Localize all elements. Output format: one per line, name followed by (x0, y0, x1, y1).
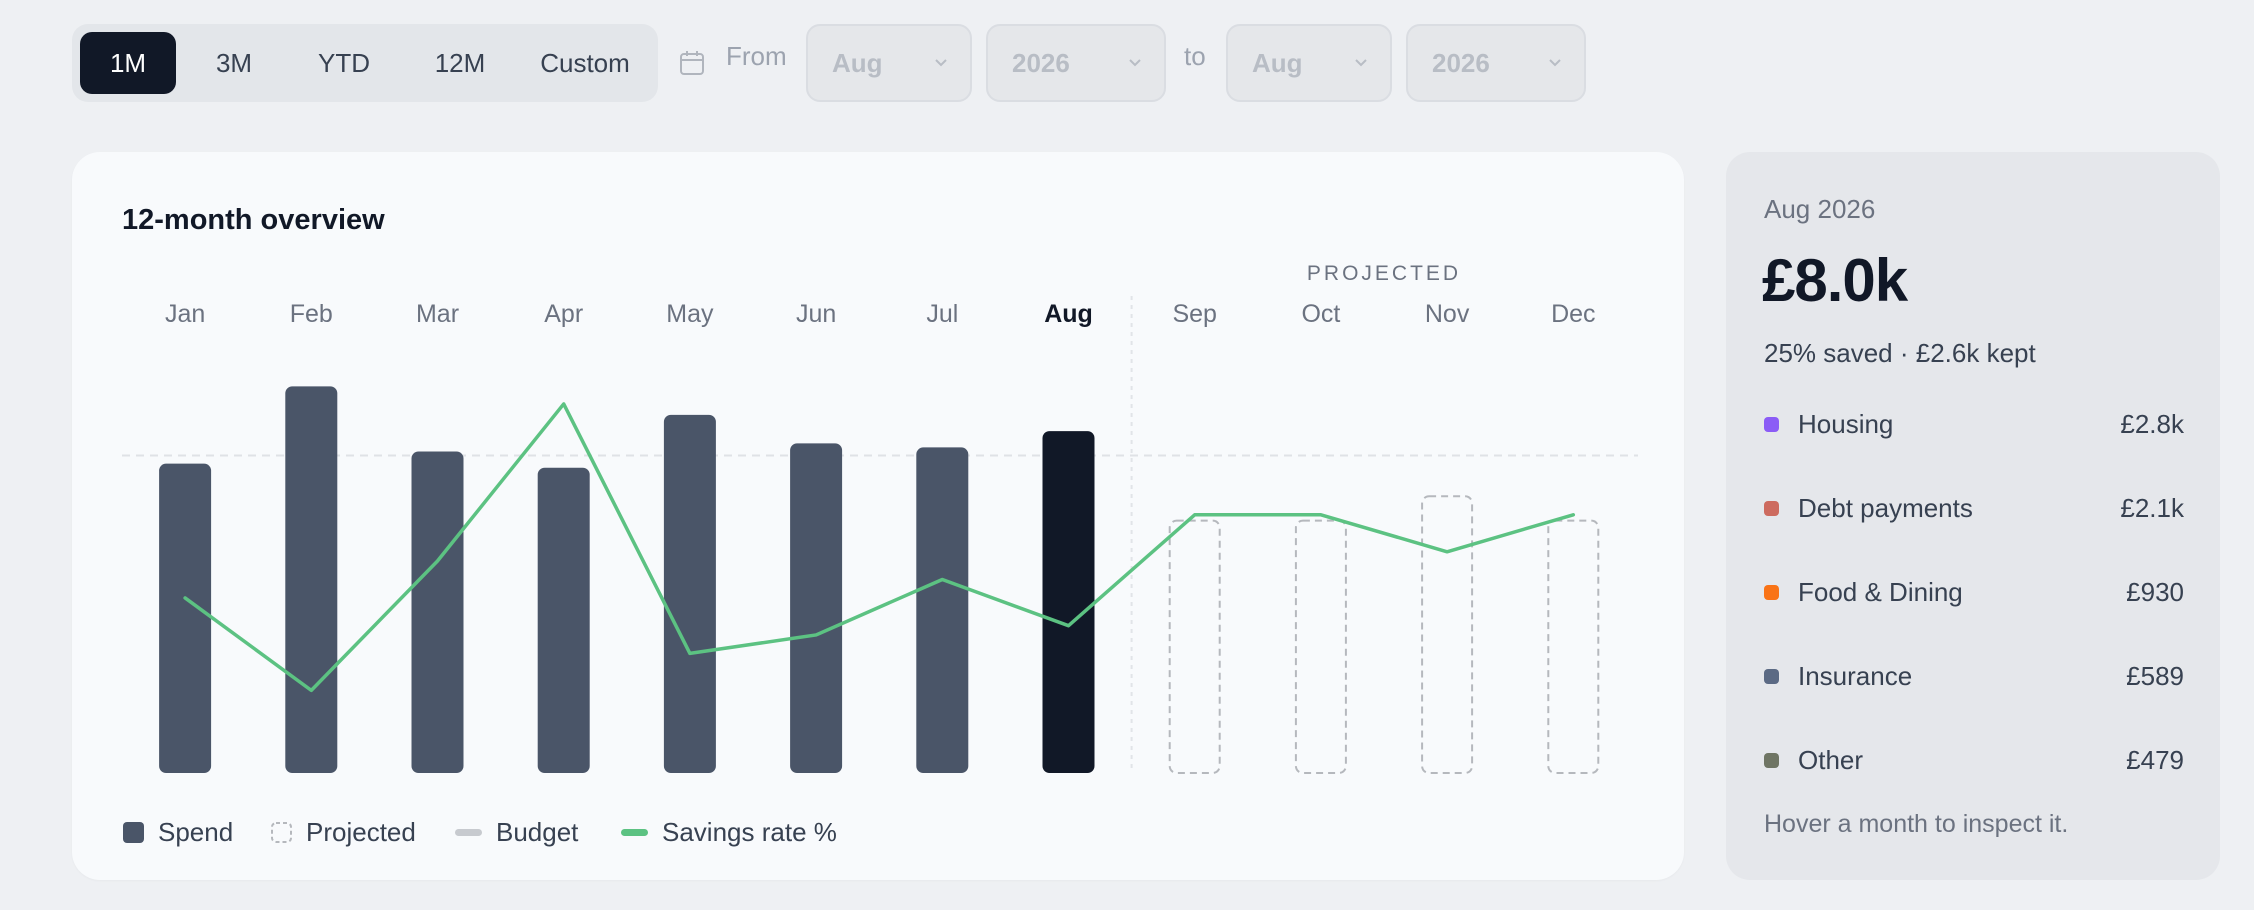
month-label-dec[interactable]: Dec (1551, 300, 1595, 328)
month-label-apr[interactable]: Apr (544, 300, 583, 328)
legend-swatch-budget (455, 829, 482, 836)
spend-bar-apr[interactable] (537, 467, 590, 773)
from-year-value: 2026 (1012, 48, 1070, 78)
projected-label: PROJECTED (1307, 262, 1461, 285)
category-name: Other (1798, 745, 1864, 775)
month-label-may[interactable]: May (666, 300, 714, 328)
category-value: £2.1k (2120, 493, 2184, 523)
spend-bar-feb[interactable] (285, 386, 338, 773)
panel-total: £8.0k (1762, 247, 1908, 314)
category-dot (1764, 417, 1779, 432)
from-year-select[interactable]: 2026 (986, 24, 1166, 102)
to-year-select[interactable]: 2026 (1406, 24, 1586, 102)
to-month-select[interactable]: Aug (1226, 24, 1392, 102)
overview-chart: PROJECTED Jan Feb Mar Apr May Jun Jul Aug Sep Oct N… (122, 262, 1638, 774)
legend-swatch-spend (123, 822, 144, 843)
panel-hint: Hover a month to inspect it. (1764, 810, 2069, 838)
spend-bar-jun[interactable] (790, 443, 843, 773)
to-label: to (1184, 41, 1206, 71)
from-label: From (726, 41, 787, 71)
to-month-value: Aug (1252, 48, 1303, 78)
range-button-12m[interactable]: 12M (434, 48, 486, 78)
category-row-food: Food & Dining £930 (1764, 572, 2184, 612)
projected-bar-dec[interactable] (1547, 519, 1600, 774)
month-label-jul[interactable]: Jul (926, 300, 958, 328)
legend-swatch-savings (621, 829, 648, 836)
from-month-select[interactable]: Aug (806, 24, 972, 102)
projected-bar-oct[interactable] (1294, 519, 1347, 774)
category-dot (1764, 669, 1779, 684)
range-selector: 1M 3M YTD 12M Custom (72, 24, 658, 102)
legend-label-projected: Projected (306, 817, 416, 847)
overview-card: 12-month overview PROJECTED Jan Feb Mar Apr M… (72, 152, 1684, 880)
category-name: Debt payments (1798, 493, 1973, 523)
month-detail-panel: Aug 2026 £8.0k 25% saved · £2.6k kept Ho… (1726, 152, 2220, 880)
category-name: Insurance (1798, 661, 1913, 691)
category-value: £479 (2126, 745, 2184, 775)
month-label-sep[interactable]: Sep (1172, 300, 1216, 328)
legend-swatch-projected (271, 822, 292, 843)
spend-bar-jul[interactable] (916, 447, 969, 773)
projected-bar-sep[interactable] (1168, 519, 1221, 774)
panel-summary: 25% saved · £2.6k kept (1764, 338, 2036, 368)
calendar-icon (680, 51, 704, 75)
range-button-1m[interactable]: 1M (80, 32, 176, 94)
category-name: Food & Dining (1798, 577, 1963, 607)
spend-bar-aug[interactable] (1042, 431, 1095, 773)
category-dot (1764, 585, 1779, 600)
category-value: £2.8k (2120, 409, 2184, 439)
month-label-jan[interactable]: Jan (165, 300, 205, 328)
to-year-value: 2026 (1432, 48, 1490, 78)
month-label-oct[interactable]: Oct (1301, 300, 1340, 328)
legend-label-savings: Savings rate % (662, 817, 837, 847)
projected-bar-nov[interactable] (1421, 495, 1474, 774)
month-label-nov[interactable]: Nov (1425, 300, 1470, 328)
category-row-debt: Debt payments £2.1k (1764, 488, 2184, 528)
category-dot (1764, 501, 1779, 516)
range-button-ytd[interactable]: YTD (318, 48, 370, 78)
range-button-custom[interactable]: Custom (540, 48, 630, 78)
legend-label-spend: Spend (158, 817, 234, 847)
range-button-3m[interactable]: 3M (215, 48, 253, 78)
month-label-mar[interactable]: Mar (416, 300, 459, 328)
legend-label-budget: Budget (496, 817, 579, 847)
category-name: Housing (1798, 409, 1894, 439)
spend-bar-may[interactable] (663, 414, 716, 773)
panel-month: Aug 2026 (1764, 194, 1876, 224)
savings-rate-line (183, 402, 1576, 693)
category-value: £930 (2126, 577, 2184, 607)
category-row-other: Other £479 (1764, 740, 2184, 780)
category-row-insurance: Insurance £589 (1764, 656, 2184, 696)
month-label-jun[interactable]: Jun (796, 300, 836, 328)
chevron-down-icon (1129, 59, 1141, 67)
spend-bar-jan[interactable] (159, 463, 212, 773)
chevron-down-icon (1549, 59, 1561, 67)
category-row-housing: Housing £2.8k (1764, 404, 2184, 444)
from-month-value: Aug (832, 48, 883, 78)
month-label-aug[interactable]: Aug (1044, 300, 1093, 328)
month-label-feb[interactable]: Feb (290, 300, 333, 328)
category-value: £589 (2126, 661, 2184, 691)
card-title: 12-month overview (122, 204, 385, 236)
spend-bar-mar[interactable] (411, 451, 464, 773)
chevron-down-icon (935, 59, 947, 67)
chevron-down-icon (1355, 59, 1367, 67)
category-dot (1764, 753, 1779, 768)
